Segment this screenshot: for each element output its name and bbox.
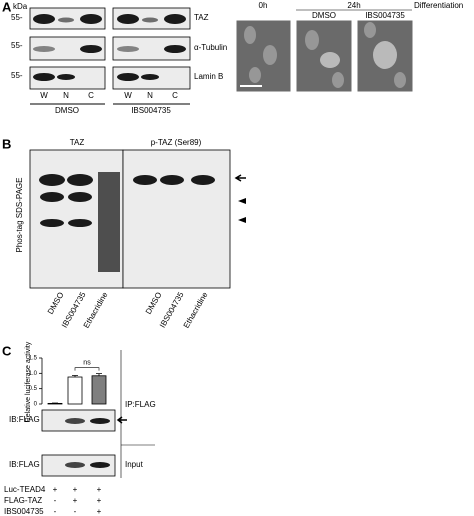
image-label: DMSO — [312, 11, 336, 20]
lane-label: C — [88, 91, 94, 100]
axis-label: Phos-tag SDS-PAGE — [15, 178, 24, 253]
marker: 55- — [11, 41, 23, 50]
condition-sign: + — [53, 485, 58, 494]
y-tick-label: 0 — [34, 402, 38, 408]
y-tick-label: 1.5 — [29, 356, 38, 362]
y-tick-label: 0.5 — [29, 386, 38, 392]
group-label: DMSO — [55, 106, 79, 115]
condition-sign: + — [97, 496, 102, 505]
blot-label: TAZ — [70, 138, 85, 147]
lane-label: W — [40, 91, 48, 100]
lane-labels-b: DMSO IBS004735 Ethacridine DMSO IBS00473… — [46, 290, 210, 330]
annotation: ns — [83, 359, 91, 366]
condition-sign: - — [54, 496, 57, 505]
y-tick-label: 1.0 — [29, 371, 38, 377]
condition-label: IBS004735 — [4, 507, 44, 516]
lane-label: N — [63, 91, 69, 100]
lane-label: W — [124, 91, 132, 100]
marker: 55- — [11, 71, 23, 80]
blot-label: p-TAZ (Ser89) — [151, 138, 202, 147]
error-bar — [96, 373, 102, 376]
bracket — [74, 367, 100, 371]
condition-sign: + — [73, 485, 78, 494]
condition-label: FLAG-TAZ — [4, 496, 42, 505]
lane-label: N — [147, 91, 153, 100]
lane-label: C — [172, 91, 178, 100]
image-label: 24h — [347, 1, 360, 10]
blot-label: TAZ — [194, 13, 209, 22]
axis-label: Relative luciferase activity — [25, 341, 32, 422]
condition-sign: - — [74, 507, 77, 516]
error-bar — [72, 375, 78, 378]
input-label: Input — [125, 460, 144, 469]
blots-b — [29, 149, 246, 289]
blots-c — [41, 409, 155, 477]
blot-label: Lamin B — [194, 72, 223, 81]
image-label: 0h — [259, 1, 268, 10]
lane-label: DMSO — [144, 291, 164, 316]
ip-label: IP:FLAG — [125, 400, 156, 409]
group-label: IBS004735 — [131, 106, 171, 115]
panel-letter: B — [2, 136, 11, 151]
kda-label: kDa — [13, 2, 28, 11]
condition-sign: + — [97, 485, 102, 494]
condition-sign: - — [54, 507, 57, 516]
lane-label: DMSO — [46, 291, 66, 316]
panel-letter: C — [2, 343, 12, 358]
marker: 55- — [11, 13, 23, 22]
blots-a — [29, 7, 191, 105]
ib-label: IB:FLAG — [9, 460, 40, 469]
lane-label: Ethacridine — [182, 290, 210, 330]
micrographs — [235, 19, 414, 93]
blot-label: α-Tubulin — [194, 43, 227, 52]
bar — [91, 375, 107, 405]
bar — [67, 376, 83, 405]
ib-label: IB:FLAG — [9, 415, 40, 424]
image-label: Differentiation — [414, 1, 463, 10]
condition-sign: + — [73, 496, 78, 505]
condition-sign: + — [97, 507, 102, 516]
image-label: IBS004735 — [365, 11, 405, 20]
panel-letter: A — [2, 0, 12, 14]
condition-label: Luc-TEAD4 — [4, 485, 46, 494]
